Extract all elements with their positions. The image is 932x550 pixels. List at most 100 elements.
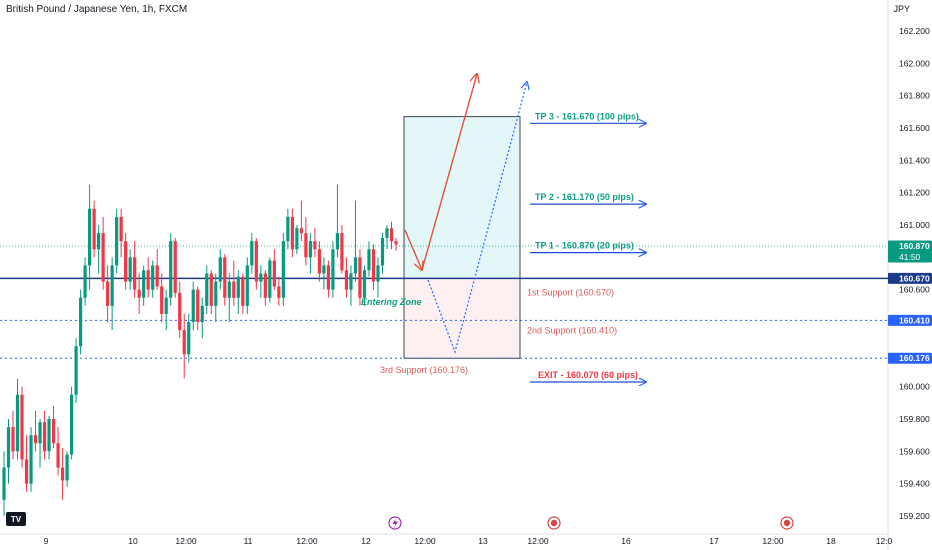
candle-body: [133, 257, 137, 290]
candle-body: [146, 270, 150, 290]
level-badge-2nd-bg: [888, 314, 932, 326]
candle-body: [385, 228, 389, 238]
candle-body: [277, 286, 281, 298]
projection-alt-path: [427, 82, 527, 354]
candle-body: [196, 289, 200, 322]
candle-body: [164, 297, 168, 314]
current-price-badge-bg: [888, 240, 932, 263]
time-tick-label: 12:00: [175, 536, 197, 546]
level-badge-3rd: 160.176: [899, 353, 930, 363]
candle-body: [344, 270, 349, 290]
candle-body: [83, 265, 87, 298]
support-label-1st: 1st Support (160.670): [527, 287, 614, 297]
candle-body: [268, 260, 272, 298]
price-tick-label: 162.000: [899, 58, 930, 68]
candle-body: [124, 241, 128, 282]
candle-body: [182, 330, 186, 355]
candle-body: [358, 257, 362, 298]
candle-body: [115, 216, 119, 266]
price-tick-label: 162.200: [899, 26, 930, 36]
time-tick-label: 18: [826, 536, 836, 546]
support-label-3rd: 3rd Support (160.176): [380, 365, 468, 375]
currency-label: JPY: [893, 4, 910, 14]
candle-body: [33, 435, 38, 444]
candle-body: [151, 265, 155, 290]
candle-body: [331, 249, 335, 290]
time-tick-label: 9: [44, 536, 49, 546]
lightning-event-icon: [388, 516, 402, 530]
candle-body: [353, 257, 358, 274]
candle-body: [295, 228, 299, 250]
candle-body: [173, 241, 177, 293]
candle-body: [110, 265, 114, 306]
price-tick-label: 161.000: [899, 220, 930, 230]
candle-body: [97, 233, 101, 250]
economic-event-flag-icon: [780, 516, 794, 530]
candle-body: [272, 260, 276, 287]
time-tick-label: 12:00: [762, 536, 784, 546]
candle-body: [187, 322, 191, 355]
candle-body: [214, 281, 218, 306]
entering-zone-label: Entering Zone: [361, 297, 422, 307]
candle-body: [119, 216, 123, 242]
price-tick-label: 161.800: [899, 91, 930, 101]
candle-body: [74, 346, 78, 395]
candle-body: [128, 257, 132, 282]
time-tick-label: 16: [621, 536, 631, 546]
candle-body: [245, 265, 249, 306]
candle-body: [371, 249, 376, 282]
candle-body: [42, 422, 47, 452]
candle-body: [254, 241, 258, 282]
candle-body: [78, 297, 83, 347]
candle-body: [160, 286, 164, 314]
time-tick-label: 11: [244, 536, 253, 546]
candle-body: [137, 289, 141, 298]
candle-body: [313, 241, 317, 250]
candle-body: [259, 273, 263, 282]
price-tick-label: 161.200: [899, 188, 930, 198]
candle-body: [142, 270, 146, 298]
time-tick-label: 12:00: [527, 536, 549, 546]
candle-body: [169, 241, 173, 298]
candle-body: [232, 281, 236, 298]
candle-body: [362, 270, 367, 298]
candle-body: [88, 208, 92, 266]
candle-body: [281, 241, 285, 298]
candle-body: [65, 454, 69, 481]
candle-body: [24, 459, 29, 484]
time-tick-label: 12:0: [876, 536, 893, 546]
candle-body: [178, 292, 182, 331]
current-price-badge-countdown: 41:50: [899, 252, 921, 262]
price-tick-label: 159.800: [899, 414, 930, 424]
level-badge-1st-bg: [888, 272, 932, 284]
candle-body: [326, 265, 331, 290]
projection-rally-arrow: [421, 74, 477, 271]
candle-body: [389, 228, 394, 242]
price-tick-label: 161.600: [899, 123, 930, 133]
candle-body: [6, 427, 11, 468]
tradingview-logo-text: TV: [11, 515, 22, 524]
level-badge-1st: 160.670: [899, 273, 930, 283]
time-tick-label: 10: [128, 536, 138, 546]
candle-body: [2, 467, 6, 500]
time-tick-label: 12:00: [296, 536, 318, 546]
candle-body: [263, 273, 267, 298]
price-tick-label: 160.600: [899, 285, 930, 295]
candle-body: [340, 233, 344, 271]
candle-body: [11, 427, 15, 452]
candle-body: [191, 289, 195, 322]
candle-body: [223, 257, 227, 298]
current-price-badge: 160.870: [899, 241, 930, 251]
candle-body: [227, 281, 231, 298]
candle-body: [69, 394, 74, 455]
target-label: TP 1 - 160.870 (20 pips): [535, 241, 634, 251]
candle-body: [47, 419, 51, 452]
candle-body: [218, 257, 222, 282]
candle-body: [200, 305, 204, 322]
price-tick-label: 159.400: [899, 479, 930, 489]
risk-zone-box: [404, 278, 520, 359]
candle-body: [60, 467, 65, 481]
candle-body: [236, 276, 240, 298]
